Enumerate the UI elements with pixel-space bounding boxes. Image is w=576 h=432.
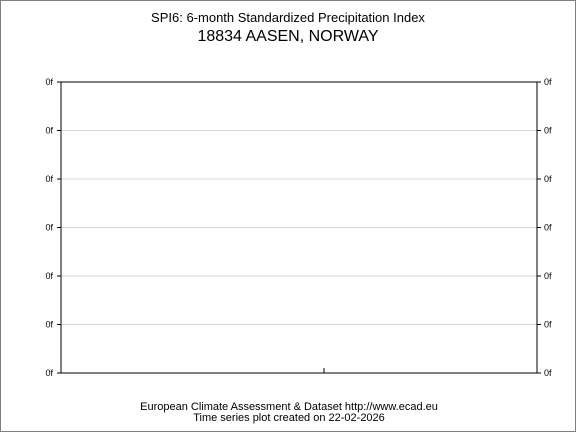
chart-title: SPI6: 6-month Standardized Precipitation… — [151, 10, 425, 25]
chart-subtitle: 18834 AASEN, NORWAY — [197, 28, 379, 45]
y-tick-label-left: 0f — [45, 126, 53, 136]
footer-created: Time series plot created on 22-02-2026 — [193, 412, 385, 424]
y-tick-label-left: 0f — [45, 320, 53, 330]
y-tick-label-left: 0f — [45, 368, 53, 378]
y-tick-label-left: 0f — [45, 271, 53, 281]
y-axis-ticks: 0f 0f 0f 0f 0f 0f 0f 0f 0f 0f 0f 0f 0f 0f — [45, 77, 552, 378]
footer-source: European Climate Assessment & Dataset ht… — [140, 401, 438, 413]
y-tick-label-right: 0f — [544, 126, 552, 136]
y-tick-label-left: 0f — [45, 77, 53, 87]
y-tick-label-right: 0f — [544, 368, 552, 378]
grid-lines — [61, 130, 537, 325]
y-tick-label-right: 0f — [544, 174, 552, 184]
y-tick-label-left: 0f — [45, 223, 53, 233]
y-tick-label-left: 0f — [45, 174, 53, 184]
y-tick-label-right: 0f — [544, 77, 552, 87]
y-tick-label-right: 0f — [544, 223, 552, 233]
y-tick-label-right: 0f — [544, 271, 552, 281]
y-tick-label-right: 0f — [544, 320, 552, 330]
